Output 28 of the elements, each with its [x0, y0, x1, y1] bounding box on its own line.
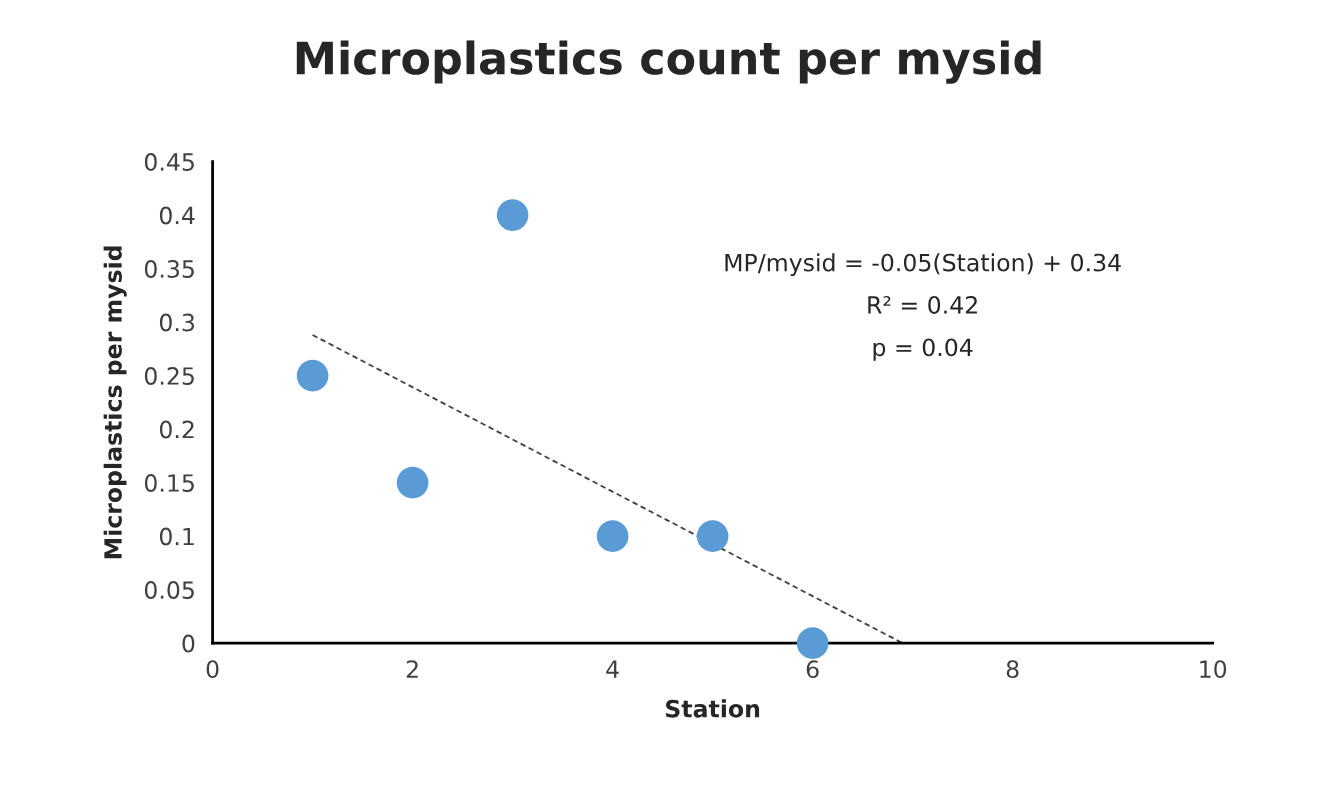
y-tick-label: 0.35: [144, 260, 194, 278]
x-tick-label: 6: [806, 660, 819, 679]
y-tick-label: 0.3: [159, 313, 195, 332]
point: [596, 520, 629, 552]
y-tick-label: 0.15: [144, 474, 194, 492]
annotation: MP/mysid = -0.05(Station) + 0.34: [725, 253, 1121, 277]
y-tick-label: 0.45: [144, 153, 194, 171]
annotation: p = 0.04: [873, 338, 973, 361]
y-tick-label: 0.05: [144, 581, 194, 599]
annotation: R² = 0.42: [868, 296, 977, 314]
x-tick-label: 4: [606, 660, 619, 678]
y-tick-label: 0.1: [159, 527, 194, 546]
x-tick-label: 2: [406, 660, 418, 678]
y-axis-title: Microplastics per mysid: [103, 246, 127, 559]
y-tick-label: 0.25: [144, 367, 194, 385]
point: [296, 359, 329, 392]
point: [796, 627, 829, 659]
x-tick-label: 10: [1200, 660, 1227, 679]
y-tick-label: 0.2: [159, 420, 194, 439]
y-tick-label: 0: [182, 634, 195, 653]
y-tick-label: 0.4: [159, 206, 195, 225]
x-tick-label: 8: [1006, 660, 1019, 679]
point: [696, 520, 729, 552]
x-tick-label: 0: [206, 660, 219, 679]
point: [496, 199, 529, 231]
chart-title: Microplastics count per mysid: [296, 40, 1041, 84]
point: [396, 466, 429, 499]
x-axis-title: Station: [666, 699, 760, 718]
